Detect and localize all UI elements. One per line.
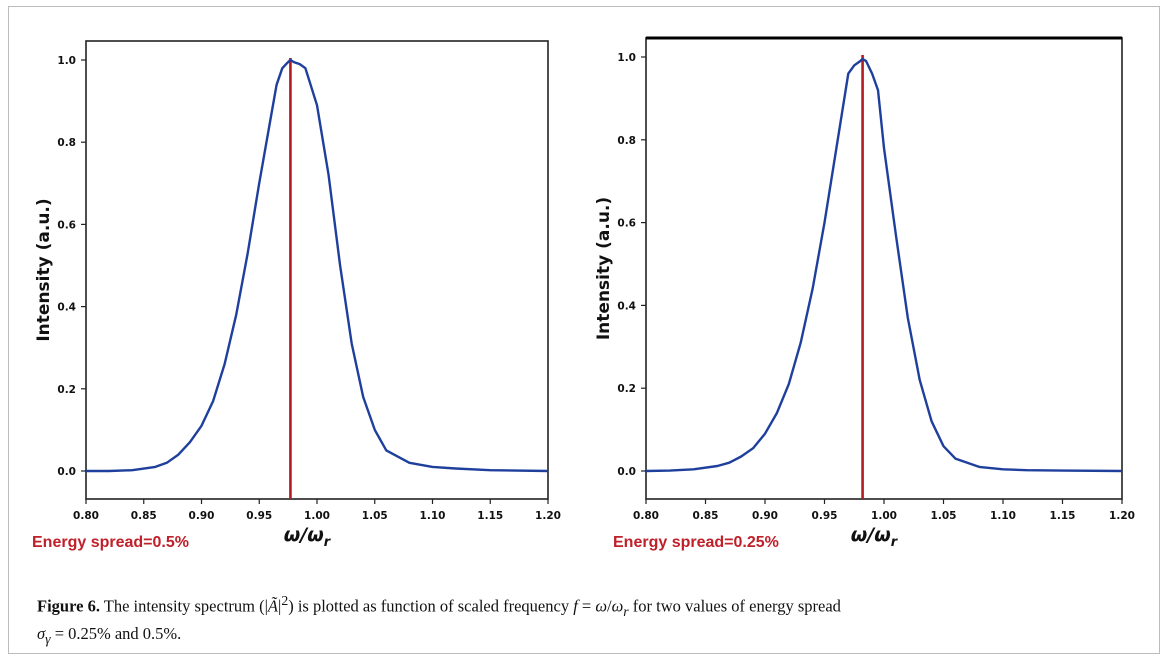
x-axis-label-main: ω/ω	[851, 524, 891, 546]
x-axis-label: ω/ωr	[851, 524, 899, 550]
x-tick-label: 1.00	[304, 510, 330, 522]
caption-text-2: |	[278, 596, 282, 616]
y-tick-label: 0.0	[617, 466, 636, 478]
figure-frame: 0.80 0.85 0.90 0.95 1.00 1.05 1.10 1.15 1.20 0.0 0…	[8, 6, 1160, 654]
x-tick-label: 0.80	[633, 510, 659, 522]
intensity-curve	[645, 57, 1123, 473]
caption-sigma: σ	[37, 623, 46, 643]
caption-a-tilde: Ã	[267, 596, 279, 616]
intensity-curve	[86, 58, 549, 473]
caption-text-5: /	[607, 596, 612, 616]
caption-text-4: =	[577, 596, 596, 616]
chart-panel-1: 0.80 0.85 0.90 0.95 1.00 1.05 1.10 1.15 1.20 0.0 0…	[32, 40, 561, 551]
x-tick-label: 0.90	[752, 510, 778, 522]
caption-f: f	[573, 596, 578, 616]
y-tick-label: 0.2	[617, 383, 636, 395]
caption-r-sub: r	[623, 603, 629, 619]
caption-sup: 2	[281, 593, 289, 608]
x-tick-label: 1.20	[535, 510, 561, 522]
x-tick-label: 1.20	[1109, 510, 1135, 522]
x-tick-label: 0.85	[131, 510, 157, 522]
x-tick-label: 1.05	[931, 510, 957, 522]
x-tick-label: 1.00	[871, 510, 897, 522]
caption-text-6: for two values of energy spread	[628, 596, 841, 616]
figure-canvas: 0.80 0.85 0.90 0.95 1.00 1.05 1.10 1.15 1.20 0.0 0…	[32, 36, 1135, 551]
y-tick-label: 0.8	[57, 137, 76, 149]
x-axis-label: ω/ωr	[284, 524, 332, 550]
caption-text-3: ) is plotted as function of scaled frequ…	[288, 596, 574, 616]
caption-omega-r: ω	[611, 596, 624, 616]
figure-caption: Figure 6. The intensity spectrum (|Ã|2) …	[37, 590, 1147, 650]
y-tick-label: 0.4	[57, 302, 76, 314]
x-tick-label: 0.95	[246, 510, 272, 522]
x-tick-label: 0.95	[812, 510, 838, 522]
y-tick-label: 0.8	[617, 135, 636, 147]
caption-omega: ω	[595, 596, 608, 616]
x-axis-label-main: ω/ω	[284, 524, 324, 546]
x-tick-label: 1.10	[990, 510, 1016, 522]
y-tick-label: 0.4	[617, 300, 636, 312]
energy-spread-label: Energy spread=0.5%	[32, 534, 189, 551]
y-tick-label: 1.0	[57, 55, 76, 67]
y-tick-label: 0.6	[57, 219, 76, 231]
x-tick-label: 0.85	[693, 510, 719, 522]
y-tick-label: 1.0	[617, 52, 636, 64]
chart-panel-2: 0.80 0.85 0.90 0.95 1.00 1.05 1.10 1.15 1.20 0.0 0…	[594, 36, 1135, 551]
caption-gamma-sub: γ	[45, 631, 51, 647]
y-tick-label: 0.2	[57, 384, 76, 396]
x-tick-label: 0.80	[73, 510, 99, 522]
x-tick-label: 0.90	[189, 510, 215, 522]
plot-frame	[645, 37, 1123, 500]
y-tick-label: 0.0	[57, 466, 76, 478]
y-tick-label: 0.6	[617, 218, 636, 230]
y-axis-label: Intensity (a.u.)	[594, 197, 614, 340]
caption-label: Figure 6.	[37, 596, 100, 616]
energy-spread-label: Energy spread=0.25%	[613, 534, 779, 551]
x-tick-label: 1.10	[420, 510, 446, 522]
x-tick-label: 1.15	[1050, 510, 1076, 522]
x-tick-label: 1.05	[362, 510, 388, 522]
caption-text-1: The intensity spectrum (|	[99, 596, 268, 616]
x-axis-label-sub: r	[324, 535, 332, 550]
caption-text-7: = 0.25% and 0.5%.	[50, 623, 182, 643]
y-axis-label: Intensity (a.u.)	[34, 198, 54, 341]
x-axis-label-sub: r	[891, 535, 899, 550]
x-tick-label: 1.15	[477, 510, 503, 522]
